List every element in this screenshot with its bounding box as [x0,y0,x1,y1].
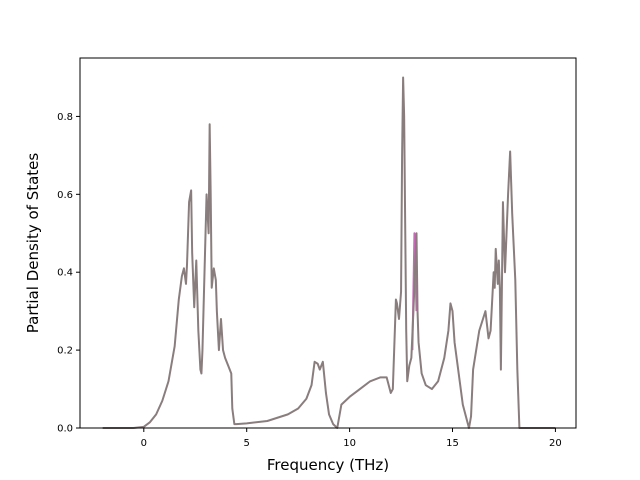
y-tick-label: 0.8 [57,112,73,123]
plot-frame [79,57,577,429]
x-tick-label: 10 [343,438,356,449]
y-tick-label: 0.2 [57,346,73,357]
y-tick-label: 0.0 [57,424,73,435]
x-axis-label: Frequency (THz) [267,456,389,474]
plot-area [80,58,576,428]
y-tick-label: 0.4 [57,268,73,279]
x-tick-label: 5 [244,438,250,449]
x-tick-label: 0 [141,438,147,449]
tick-layer: 0 5 10 15 20 0.0 0.2 0.4 0.6 0.8 [57,112,562,449]
x-tick-label: 15 [446,438,459,449]
series-line-0 [102,76,556,429]
y-tick-label: 0.6 [57,190,73,201]
series-layer [102,76,556,429]
x-tick-label: 20 [549,438,562,449]
y-axis-label: Partial Density of States [24,153,42,334]
